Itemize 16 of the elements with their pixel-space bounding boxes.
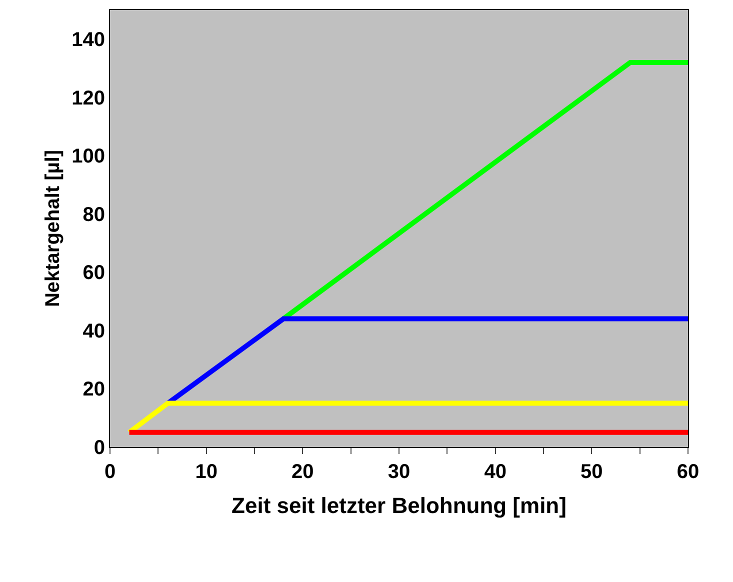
y-axis-title: Nektargehalt [µl] [42,150,64,308]
x-axis-title: Zeit seit letzter Belohnung [min] [232,492,566,518]
x-tick-label: 20 [292,461,314,483]
y-tick-label: 80 [82,204,105,226]
y-tick-label: 120 [72,87,105,110]
y-tick-label: 0 [94,437,105,459]
y-tick-label: 140 [72,29,105,52]
y-tick-label: 40 [82,320,105,342]
x-tick-label: 60 [676,461,700,483]
y-tick-label: 60 [82,262,105,284]
x-tick-label: 40 [484,461,506,483]
y-tick-label: 20 [82,378,105,401]
x-tick-label: 30 [388,461,410,483]
x-tick-label: 10 [195,461,218,483]
x-tick-label: 50 [580,461,603,483]
y-tick-label: 100 [72,146,105,168]
